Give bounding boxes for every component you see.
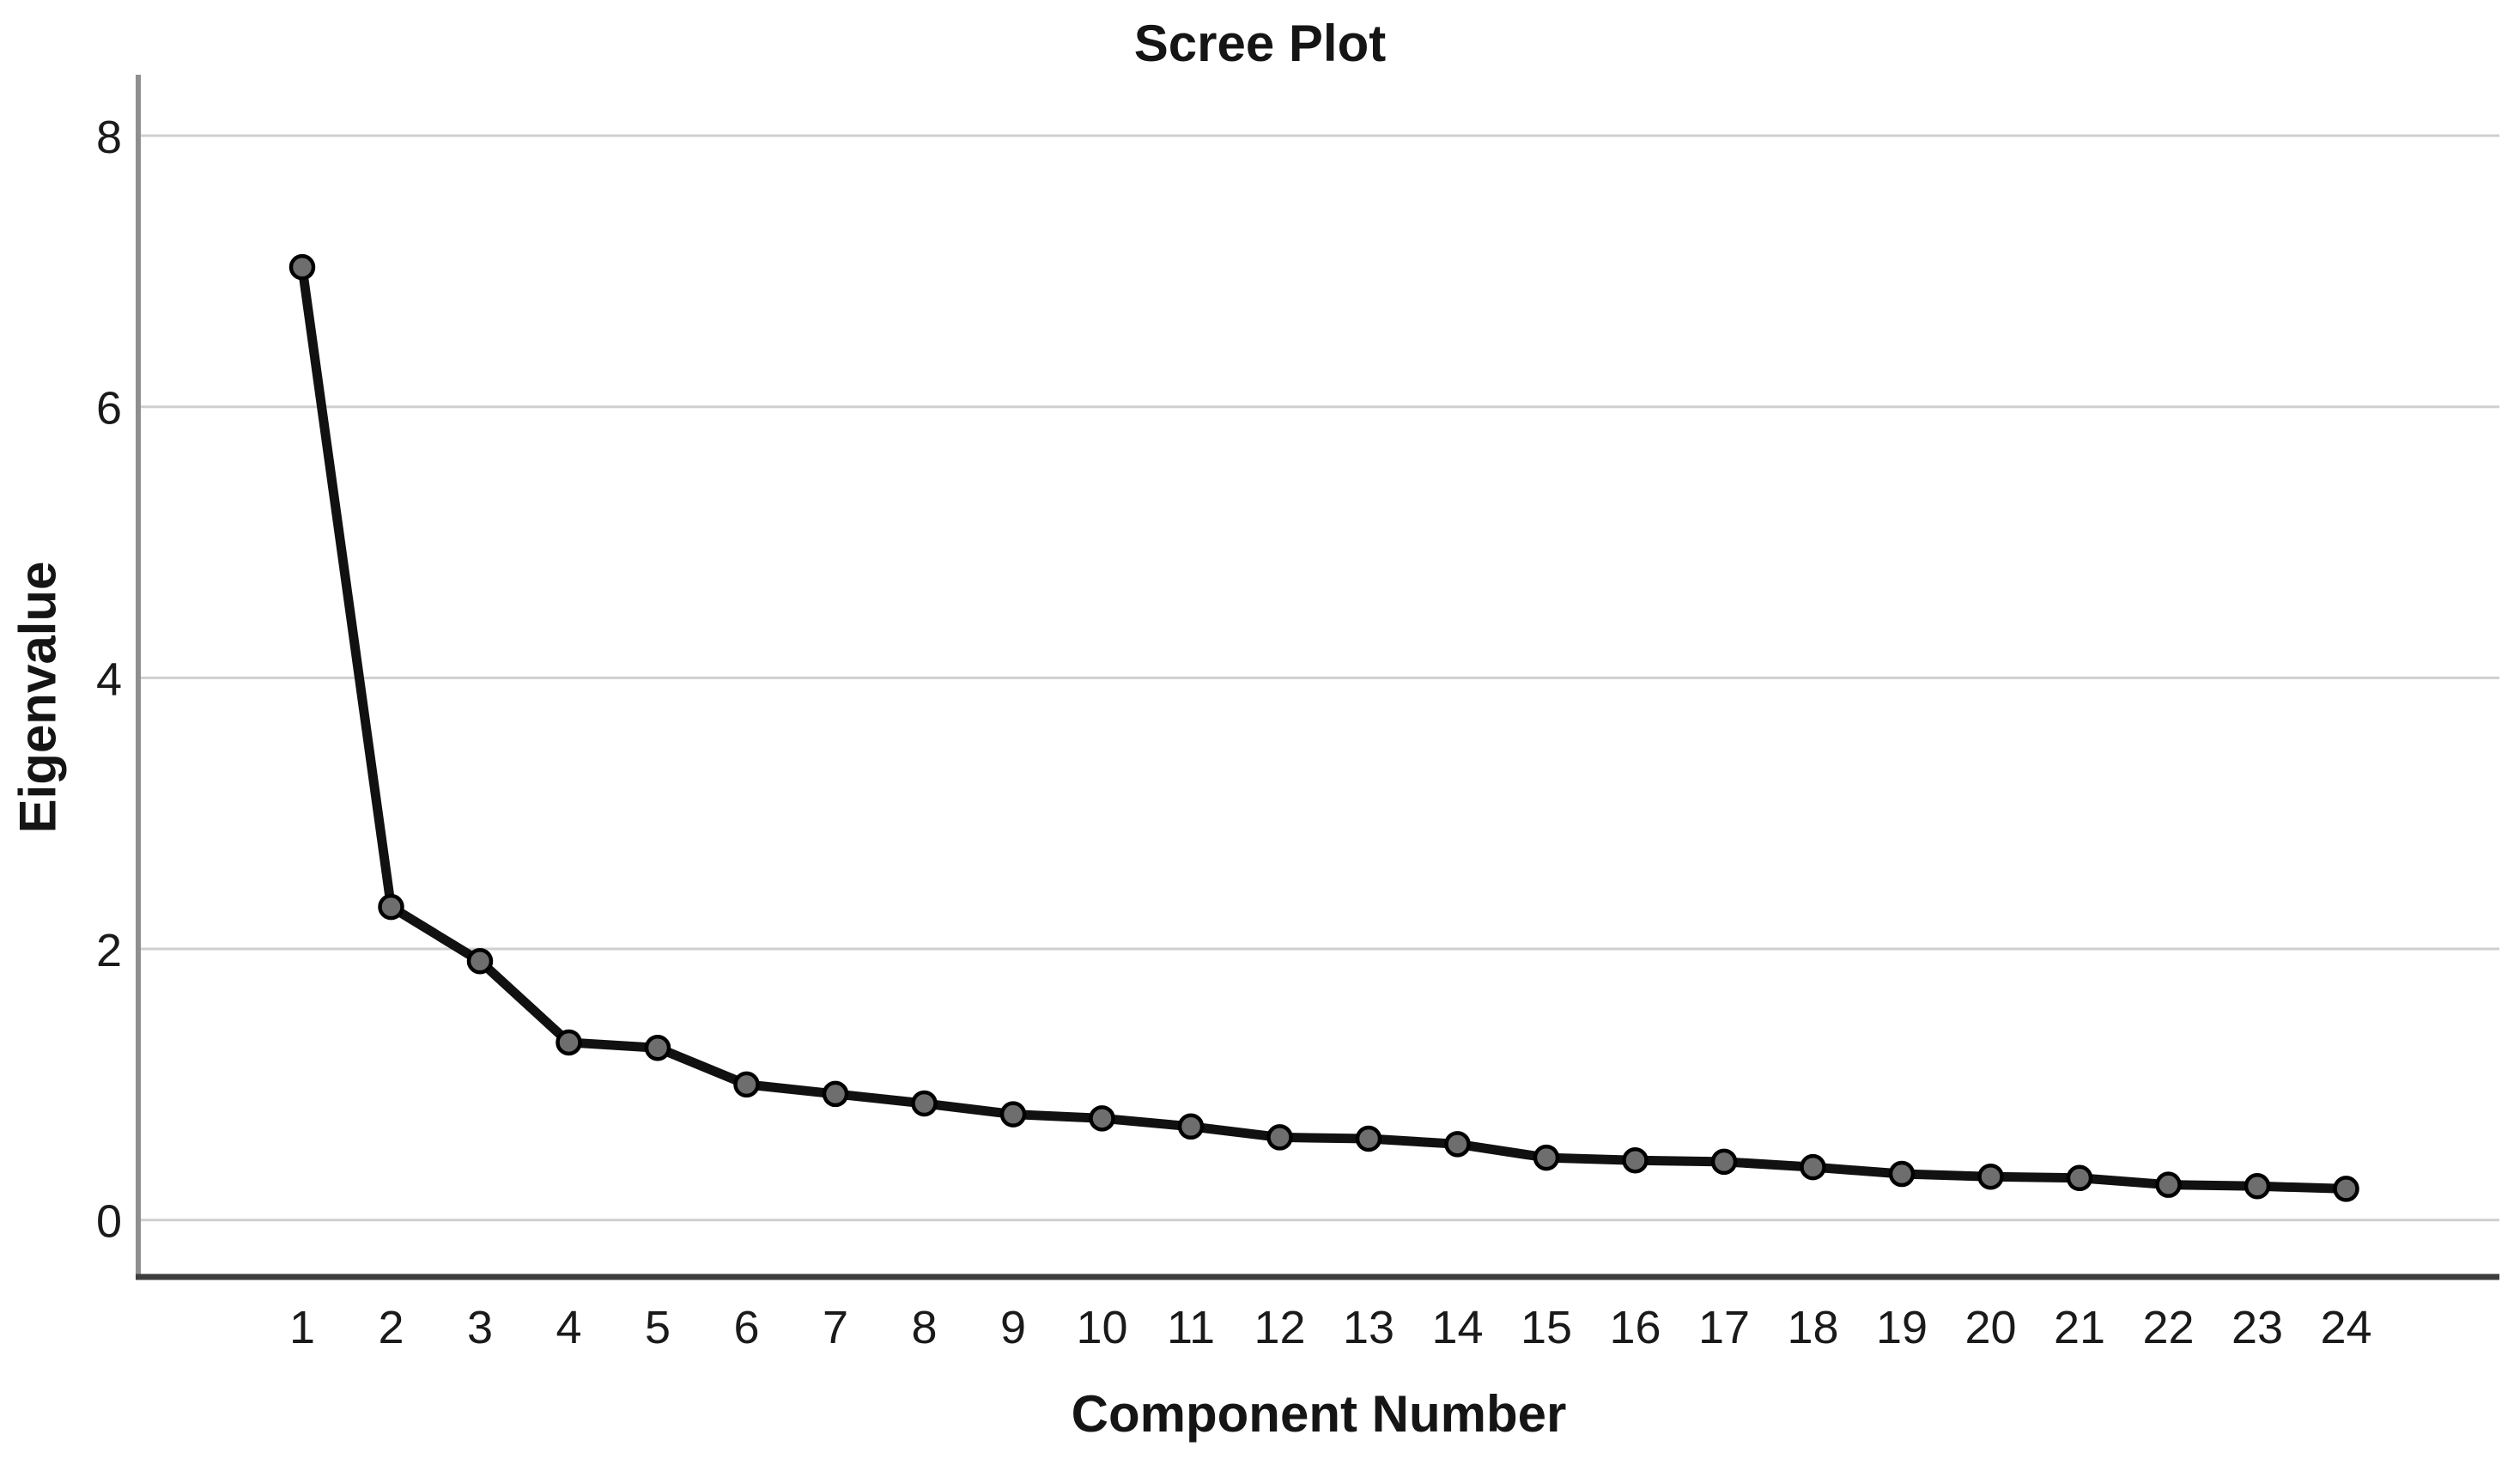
data-point-21 xyxy=(2066,1164,2093,1192)
data-point-23 xyxy=(2244,1173,2271,1200)
x-tick-label: 23 xyxy=(2232,1302,2283,1353)
data-point-12 xyxy=(1266,1124,1293,1151)
data-point-10 xyxy=(1089,1105,1115,1132)
x-tick-label: 24 xyxy=(2320,1302,2371,1353)
x-tick-label: 12 xyxy=(1254,1302,1305,1353)
x-tick-label: 8 xyxy=(911,1302,937,1353)
chart-title: Scree Plot xyxy=(1133,15,1387,72)
data-point-8 xyxy=(911,1090,938,1117)
data-point-14 xyxy=(1444,1131,1471,1158)
x-tick-label: 18 xyxy=(1787,1302,1838,1353)
data-point-20 xyxy=(1977,1163,2004,1190)
x-tick-label: 3 xyxy=(467,1302,493,1353)
data-point-5 xyxy=(644,1035,671,1061)
y-tick-label: 6 xyxy=(96,383,122,435)
x-axis-title: Component Number xyxy=(1071,1385,1567,1443)
data-point-4 xyxy=(556,1029,582,1056)
x-tick-label: 11 xyxy=(1167,1302,1215,1353)
data-point-19 xyxy=(1888,1160,1916,1188)
y-tick-label: 4 xyxy=(96,653,122,705)
x-tick-label: 6 xyxy=(733,1302,759,1353)
data-point-6 xyxy=(733,1071,760,1098)
y-tick-label: 2 xyxy=(96,925,122,976)
scree-line xyxy=(297,266,2347,1194)
x-tick-label: 10 xyxy=(1076,1302,1127,1353)
x-tick-label: 5 xyxy=(645,1302,671,1353)
x-tick-label: 16 xyxy=(1609,1302,1661,1353)
data-point-17 xyxy=(1710,1148,1738,1176)
data-point-18 xyxy=(1800,1153,1826,1181)
x-tick-label: 7 xyxy=(823,1302,848,1353)
x-tick-label: 14 xyxy=(1431,1302,1483,1353)
x-tick-label: 2 xyxy=(378,1302,404,1353)
data-point-16 xyxy=(1622,1147,1649,1174)
data-point-22 xyxy=(2155,1171,2182,1198)
data-point-13 xyxy=(1355,1125,1382,1152)
x-tick-label: 1 xyxy=(289,1302,315,1353)
y-tick-label: 0 xyxy=(96,1196,122,1248)
x-tick-label: 17 xyxy=(1698,1302,1750,1353)
x-tick-label: 20 xyxy=(1964,1302,2016,1353)
x-tick-label: 15 xyxy=(1521,1302,1572,1353)
data-point-9 xyxy=(999,1101,1027,1128)
data-point-3 xyxy=(466,947,494,975)
data-point-11 xyxy=(1177,1113,1205,1140)
data-point-1 xyxy=(288,253,316,281)
x-tick-label: 22 xyxy=(2142,1302,2194,1353)
y-tick-label: 8 xyxy=(96,112,122,163)
x-tick-label: 21 xyxy=(2054,1302,2105,1353)
data-point-7 xyxy=(822,1080,849,1108)
x-tick-label: 13 xyxy=(1343,1302,1394,1353)
x-tick-label: 19 xyxy=(1876,1302,1928,1353)
x-tick-label: 9 xyxy=(1000,1302,1026,1353)
data-point-2 xyxy=(378,893,404,921)
x-tick-label: 4 xyxy=(556,1302,581,1353)
data-point-15 xyxy=(1533,1144,1560,1171)
data-point-24 xyxy=(2333,1176,2359,1202)
